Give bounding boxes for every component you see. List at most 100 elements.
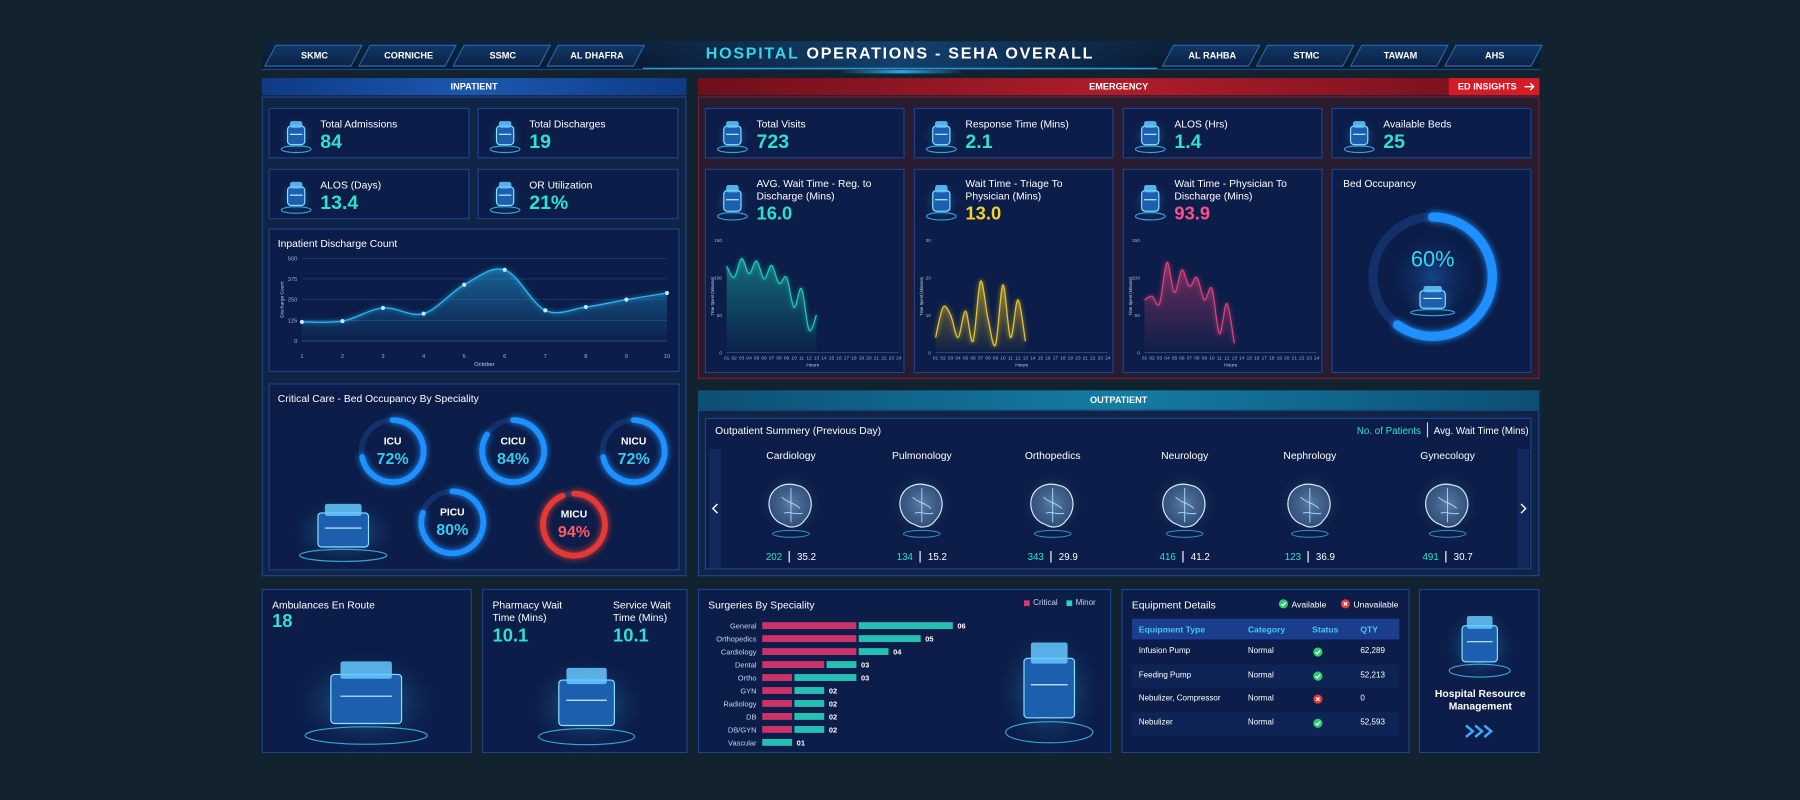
legend-label: Available (1291, 599, 1327, 610)
body (330, 673, 403, 725)
wait-icon (712, 179, 752, 226)
x-tick-label: 09 (1202, 355, 1208, 361)
ambulance-illustration (285, 647, 447, 757)
x-tick-label: 14 (1239, 355, 1245, 361)
y-axis-label: Time Spent (Minutes) (919, 276, 924, 315)
speciality-name: Orthopedics (1024, 450, 1081, 462)
x-tick-label: 3 (381, 354, 384, 360)
wait-time-panel: Wait Time - Physician To Discharge (Mins… (1122, 168, 1323, 374)
hospital-tab[interactable]: AHS (1444, 44, 1543, 67)
ed-insights-button[interactable]: ED INSIGHTS (1448, 78, 1540, 96)
base-ring (1290, 529, 1329, 538)
x-tick-label: 07 (1187, 355, 1193, 361)
hospital-tab[interactable]: STMC (1255, 44, 1355, 67)
top (935, 121, 948, 128)
top (1144, 121, 1157, 128)
status-glyph (1315, 673, 1321, 679)
hospital-tab[interactable]: SKMC (263, 44, 363, 67)
x-tick-label: 23 (1307, 355, 1313, 361)
hospital-tab[interactable]: AL DHAFRA (546, 44, 646, 67)
speciality-values: 202 35.2 (734, 551, 849, 563)
tab-label: AL RAHBA (1188, 50, 1237, 61)
wait-time: 15.2 (927, 551, 947, 563)
vessels (912, 487, 934, 523)
category-label: Radiology (723, 699, 756, 708)
body (1419, 290, 1446, 309)
bed-illustration (1403, 280, 1462, 320)
toggle-option[interactable]: Avg. Wait Time (Mins) (1433, 424, 1529, 437)
hospital-tab[interactable]: SSMC (452, 44, 552, 67)
cell-type: Nebulizer (1138, 718, 1173, 727)
kpi-label: Total Discharges (529, 118, 606, 130)
tab-label: AL DHAFRA (570, 50, 624, 61)
status-circle (1313, 718, 1323, 728)
hospital-tab[interactable]: CORNICHE (358, 44, 457, 67)
line (1144, 261, 1235, 344)
value-separator (1050, 551, 1052, 563)
x-tick-label: 07 (978, 355, 984, 361)
equipment-card: Equipment Details Available Unavailable Equ… (1121, 588, 1410, 754)
x-tick-label: 10 (1000, 355, 1006, 361)
wait-icon (1130, 179, 1170, 226)
vessels (1438, 487, 1460, 523)
x-tick-label: 04 (746, 355, 752, 361)
wait-time: 29.9 (1058, 551, 1078, 563)
resource-card[interactable]: Hospital Resource Management (1418, 588, 1540, 754)
x-tick-label: 20 (866, 355, 872, 361)
hospital-tab[interactable]: AL RAHBA (1161, 44, 1261, 67)
donut-arc (540, 490, 608, 559)
status-icon (1278, 599, 1289, 609)
cell-category: Normal (1247, 671, 1274, 680)
cell-type: Infusion Pump (1138, 647, 1191, 656)
surgeries-card: Surgeries By Speciality Critical Minor Gene… (697, 588, 1112, 758)
total-label: 01 (797, 738, 805, 747)
body (932, 125, 951, 146)
section-title: EMERGENCY (1089, 81, 1149, 92)
status-circle (1313, 671, 1323, 681)
x-tick-label: 05 (754, 355, 760, 361)
organ (899, 483, 943, 528)
organ (1287, 483, 1331, 528)
carousel-arrow[interactable] (1517, 448, 1530, 569)
body (1023, 657, 1076, 719)
top (1144, 185, 1157, 193)
table-row: Infusion Pump Normal 62,289 (1131, 640, 1400, 665)
wait-time: 35.2 (797, 551, 817, 563)
toggle-option[interactable]: No. of Patients (1356, 424, 1421, 437)
y-tick-label: 50 (1135, 313, 1141, 319)
donut-value: 60% (1411, 246, 1455, 271)
x-tick-label: 20 (1075, 355, 1081, 361)
hospital-tab[interactable]: TAWAM (1349, 44, 1449, 67)
kpi-value: 2.1 (965, 130, 993, 153)
category-label: Dental (735, 660, 757, 669)
x-tick-label: 1 (300, 354, 303, 360)
wait-time: 30.7 (1453, 551, 1473, 563)
bar-segment (794, 700, 825, 707)
resource-title: Hospital Resource Management (1434, 687, 1526, 712)
bar-segment (762, 635, 857, 643)
arrow (1524, 82, 1535, 91)
body (1461, 625, 1498, 663)
wait-time: 41.2 (1190, 551, 1210, 563)
top (726, 185, 739, 193)
body (723, 125, 742, 146)
x-axis-label: Hours (1224, 362, 1237, 368)
tab-label: SSMC (489, 50, 517, 61)
table-row: Nebulizer Normal 52,593 (1131, 711, 1400, 736)
x-tick-label: 10 (1209, 355, 1215, 361)
bar-segment (762, 738, 793, 746)
body (1141, 125, 1160, 146)
total-label: 04 (893, 647, 902, 656)
y-tick-label: 500 (288, 256, 298, 262)
line (934, 280, 1027, 347)
chevron-path (1465, 724, 1475, 738)
donut-name: CICU (501, 436, 526, 447)
base-ring (716, 145, 748, 154)
patients-count: 202 (765, 551, 783, 563)
carousel-arrow[interactable] (709, 448, 721, 569)
button-label: ED INSIGHTS (1457, 81, 1517, 92)
x-tick-label: 18 (1269, 355, 1275, 361)
bed-occupancy-chart: 60% (1368, 212, 1497, 341)
